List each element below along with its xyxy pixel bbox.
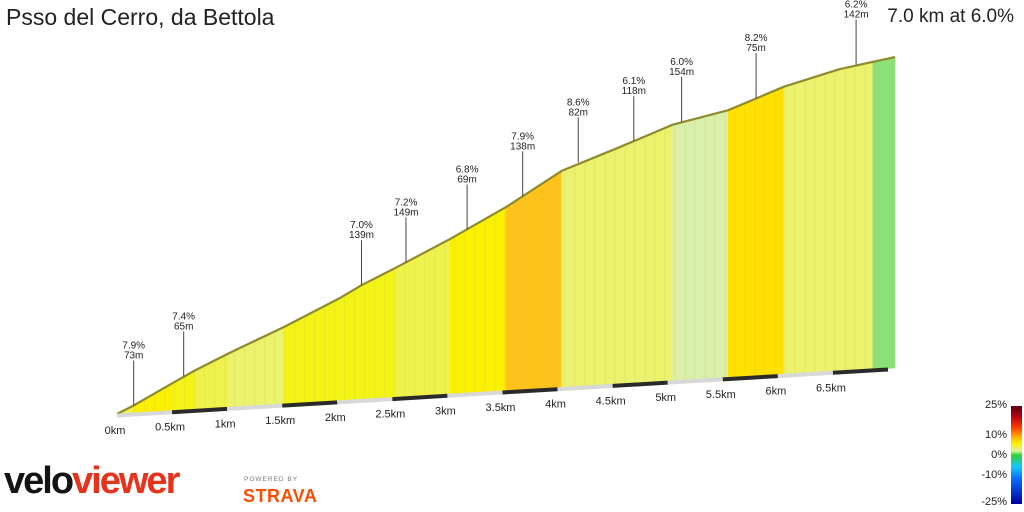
- annotation-gradient-0: 7.9%: [122, 341, 145, 352]
- gradient-fill-layer: [116, 56, 896, 415]
- annotation-gradient-5: 7.9%: [511, 131, 534, 142]
- x-tick-label-1: 0.5km: [155, 422, 185, 434]
- base-band-11: [722, 374, 778, 382]
- gradient-segment-15: [872, 56, 896, 370]
- page-title: Psso del Cerro, da Bettola: [6, 4, 275, 30]
- annotation-distance-0: 73m: [124, 351, 143, 362]
- x-tick-label-7: 3.5km: [486, 402, 516, 414]
- gradient-segment-5: [283, 297, 340, 405]
- annotation-gradient-4: 6.8%: [456, 165, 479, 176]
- base-band-5: [392, 393, 448, 402]
- base-band-2: [227, 403, 283, 411]
- x-tick-label-2: 1km: [215, 418, 236, 430]
- logo-viewer-text: viewer: [72, 460, 180, 502]
- annotation-gradient-3: 7.2%: [395, 197, 418, 208]
- annotation-distance-10: 142m: [844, 10, 869, 21]
- annotation-gradient-9: 8.2%: [745, 33, 768, 44]
- strava-logo[interactable]: STRAVA: [243, 486, 318, 506]
- annotation-gradient-7: 6.1%: [622, 76, 645, 87]
- annotation-gradient-10: 6.2%: [845, 0, 868, 11]
- base-band-1: [171, 406, 228, 415]
- base-axis-layer: [116, 367, 889, 418]
- powered-by-label: POWERED BY: [244, 476, 299, 483]
- x-tick-label-8: 4km: [545, 399, 566, 411]
- gradient-segment-10: [561, 147, 618, 389]
- base-band-6: [447, 390, 503, 398]
- annotation-distance-5: 138m: [510, 141, 535, 152]
- logo-velo-text: velo: [4, 460, 74, 502]
- annotation-distance-3: 149m: [393, 207, 418, 218]
- base-band-0: [116, 410, 173, 418]
- x-tick-label-13: 6.5km: [816, 382, 846, 394]
- x-tick-label-0: 0km: [105, 425, 126, 437]
- base-band-4: [337, 397, 393, 405]
- profile-line-layer: [116, 55, 896, 415]
- annotation-distance-2: 139m: [349, 230, 374, 241]
- x-tick-label-12: 6km: [765, 386, 786, 398]
- gradient-segment-12: [672, 109, 729, 382]
- base-band-10: [667, 377, 723, 385]
- scale-label-25: 25%: [984, 399, 1007, 411]
- annotation-gradient-2: 7.0%: [350, 220, 373, 231]
- gradient-segment-9: [505, 170, 562, 392]
- profile-line: [116, 55, 896, 415]
- x-tick-label-4: 2km: [325, 412, 346, 424]
- annotation-distance-9: 75m: [746, 43, 765, 54]
- annotation-gradient-1: 7.4%: [172, 311, 195, 322]
- base-band-8: [557, 383, 613, 392]
- x-tick-label-9: 4.5km: [596, 395, 626, 407]
- scale-label-minus-10: -10%: [981, 469, 1007, 481]
- scale-label-0: 0%: [991, 449, 1007, 461]
- annotation-distance-4: 69m: [457, 175, 476, 186]
- x-axis-ticks: 0km 0.5km 1km 1.5km 2km 2.5km 3km 3.5km 4km 4.5km…: [105, 382, 846, 437]
- annotation-gradient-8: 6.0%: [670, 57, 693, 68]
- annotation-distance-8: 154m: [669, 67, 694, 78]
- x-tick-label-10: 5km: [655, 392, 676, 404]
- x-tick-label-3: 1.5km: [265, 415, 295, 427]
- gradient-segment-6: [338, 267, 396, 402]
- annotation-distance-7: 118m: [622, 86, 646, 97]
- annotation-distance-1: 65m: [174, 321, 193, 332]
- scale-label-minus-25: -25%: [981, 496, 1007, 508]
- base-band-9: [612, 380, 668, 388]
- gradient-segment-14: [783, 61, 874, 375]
- base-band-7: [502, 387, 558, 395]
- base-band-12: [777, 370, 834, 379]
- gradient-segment-13: [727, 86, 785, 379]
- base-band-13: [832, 367, 889, 375]
- annotations-layer: 7.9%73m7.4%65m7.0%139m7.2%149m6.8%69m7.9…: [122, 0, 869, 406]
- base-band-3: [282, 400, 338, 408]
- annotation-gradient-6: 8.6%: [567, 97, 590, 108]
- gradient-color-scale: [1011, 406, 1022, 504]
- scale-label-10: 10%: [984, 429, 1007, 441]
- annotation-distance-6: 82m: [569, 107, 588, 118]
- x-tick-label-11: 5.5km: [706, 389, 736, 401]
- x-tick-label-6: 3km: [435, 405, 456, 417]
- veloviewer-logo[interactable]: veloviewer: [4, 460, 180, 502]
- x-tick-label-5: 2.5km: [375, 409, 405, 421]
- climb-summary: 7.0 km at 6.0%: [887, 6, 1014, 27]
